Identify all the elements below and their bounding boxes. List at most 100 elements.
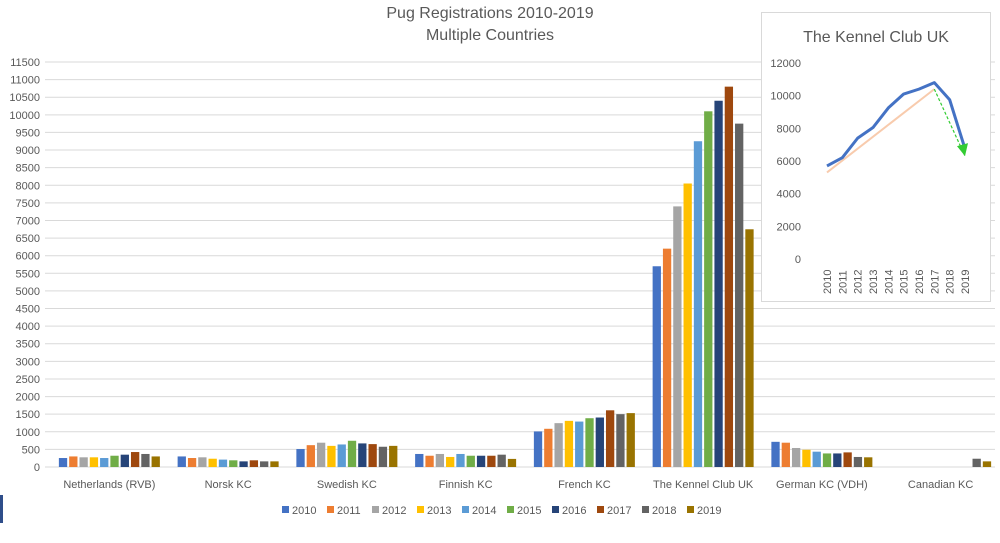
y-tick-label: 11000	[10, 75, 40, 87]
bar-2015	[110, 455, 119, 467]
y-tick-label: 10000	[9, 110, 40, 122]
y-tick-label: 8500	[16, 163, 40, 175]
bar-2019	[270, 461, 279, 467]
y-tick-label: 1000	[16, 427, 40, 439]
y-tick-label: 500	[22, 444, 40, 456]
legend-swatch	[642, 506, 649, 513]
bar-2018	[972, 458, 981, 467]
y-tick-label: 2000	[16, 392, 40, 404]
y-tick-label: 6000	[16, 251, 40, 263]
bar-2018	[616, 414, 625, 467]
y-tick-label: 5500	[16, 268, 40, 280]
bar-2013	[802, 449, 811, 467]
chart-title: Pug Registrations 2010-2019	[386, 5, 593, 22]
inset-x-tick-label: 2016	[914, 270, 926, 294]
legend-swatch	[597, 506, 604, 513]
bar-2010	[652, 266, 661, 467]
bar-2015	[704, 111, 713, 467]
bar-2019	[745, 229, 754, 467]
bar-2017	[724, 86, 734, 468]
y-tick-label: 11500	[10, 57, 40, 69]
inset-y-tick-label: 6000	[777, 156, 801, 168]
bar-2015	[466, 455, 475, 467]
decline-arrow	[933, 88, 966, 157]
bar-2018	[141, 453, 150, 467]
bar-2016	[595, 417, 604, 467]
bar-2014	[100, 458, 109, 467]
legend-label: 2019	[697, 505, 721, 517]
legend-swatch	[507, 506, 514, 513]
bar-2019	[864, 457, 873, 467]
inset-x-tick-label: 2018	[945, 270, 957, 294]
bar-2012	[435, 453, 445, 467]
bar-2016	[120, 454, 129, 467]
arrow-head-icon	[957, 143, 968, 157]
bar-2011	[306, 445, 315, 467]
bar-2014	[812, 451, 821, 467]
legend-swatch	[282, 506, 289, 513]
legend-swatch	[372, 506, 379, 513]
bar-2016	[358, 443, 367, 467]
window-edge	[0, 495, 3, 523]
category-label: Swedish KC	[317, 479, 377, 491]
series-line	[826, 81, 967, 168]
bar-2015	[585, 418, 594, 467]
bar-2017	[843, 452, 852, 467]
inset-y-tick-label: 4000	[777, 189, 801, 201]
legend-label: 2011	[337, 505, 361, 517]
inset-x-tick-label: 2011	[837, 270, 849, 294]
inset-y-tick-label: 12000	[770, 58, 801, 70]
bar-2016	[833, 453, 842, 467]
bar-2012	[79, 457, 88, 467]
inset-x-tick-label: 2015	[899, 270, 911, 294]
bar-2017	[249, 460, 259, 467]
bar-2018	[853, 456, 863, 467]
bar-2015	[822, 453, 832, 467]
y-tick-label: 2500	[16, 374, 40, 386]
bar-2018	[260, 461, 269, 467]
legend-label: 2013	[427, 505, 451, 517]
bar-2011	[781, 442, 790, 467]
bar-2015	[347, 440, 357, 467]
bar-2013	[327, 445, 336, 467]
inset-line-chart: The Kennel Club UK 0 2000 4000 6000 8000 1000…	[761, 12, 991, 302]
bar-2011	[544, 428, 553, 467]
bar-2010	[415, 453, 424, 467]
y-tick-label: 7500	[16, 198, 40, 210]
inset-x-tick-label: 2014	[883, 270, 895, 294]
legend-label: 2010	[292, 505, 316, 517]
legend-swatch	[687, 506, 694, 513]
legend-label: 2014	[472, 505, 496, 517]
inset-x-tick-label: 2010	[822, 270, 834, 294]
bar-2013	[208, 458, 217, 467]
bar-2014	[693, 141, 703, 467]
y-tick-label: 3500	[16, 339, 40, 351]
y-tick-label: 7000	[16, 215, 40, 227]
legend-label: 2015	[517, 505, 541, 517]
category-label: German KC (VDH)	[776, 479, 868, 491]
bar-2013	[683, 183, 692, 467]
bar-2017	[130, 452, 140, 467]
legend-swatch	[552, 506, 559, 513]
legend-label: 2016	[562, 505, 586, 517]
bar-2010	[177, 456, 186, 467]
bar-2017	[605, 410, 615, 467]
bar-2012	[198, 457, 207, 467]
legend-label: 2012	[382, 505, 406, 517]
y-tick-label: 6500	[16, 233, 40, 245]
bar-2012	[673, 206, 682, 468]
bar-2016	[476, 455, 486, 467]
y-tick-label: 9500	[16, 127, 40, 139]
category-label: Netherlands (RVB)	[63, 479, 155, 491]
bar-2017	[487, 455, 496, 467]
bar-2011	[425, 455, 434, 467]
bar-2014	[575, 421, 584, 467]
y-tick-label: 4500	[16, 304, 40, 316]
legend-swatch	[462, 506, 469, 513]
category-label: The Kennel Club UK	[653, 479, 754, 491]
inset-x-tick-label: 2017	[929, 270, 941, 294]
bar-2016	[714, 100, 723, 467]
inset-y-tick-label: 10000	[770, 91, 801, 103]
